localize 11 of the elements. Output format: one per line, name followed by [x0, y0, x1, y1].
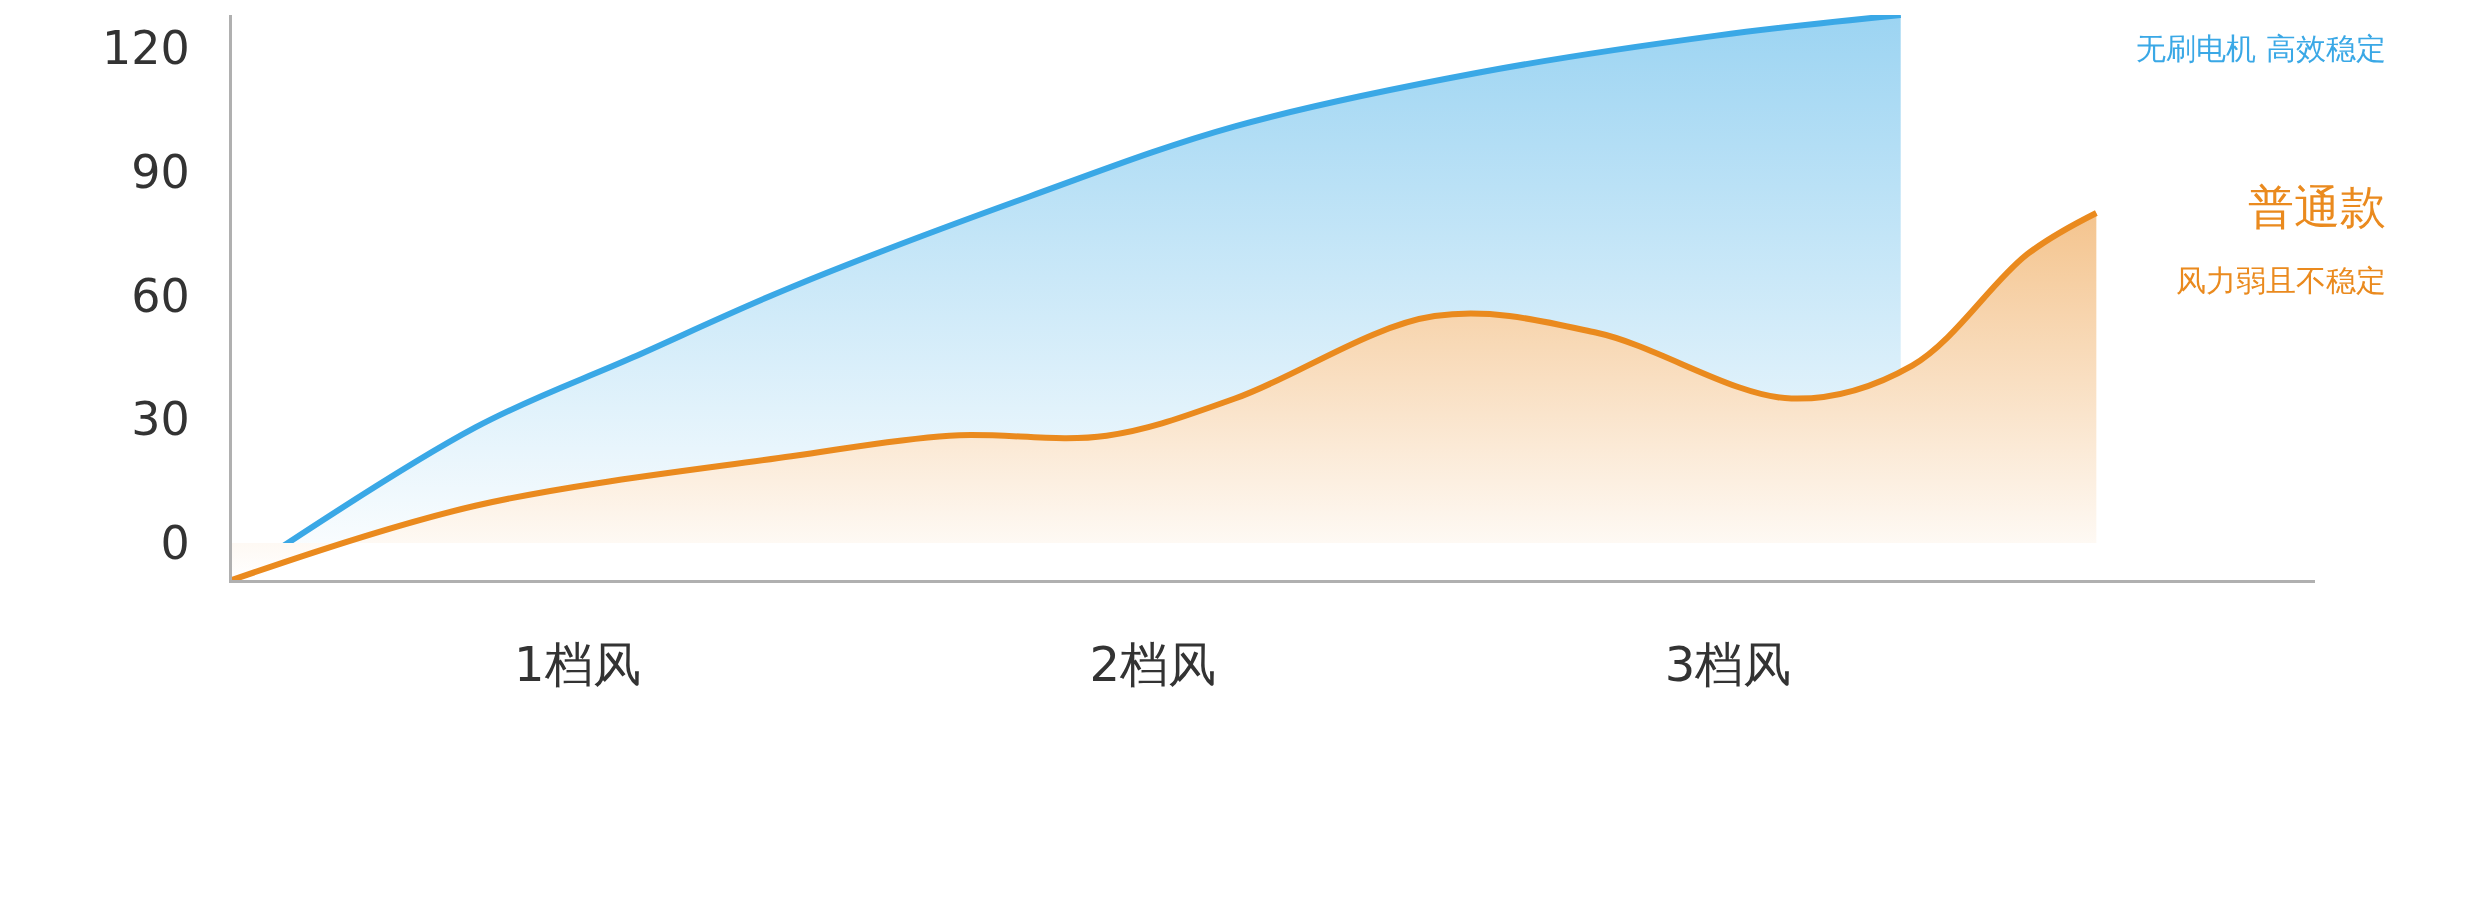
x-tick-label: 1档风 [513, 635, 641, 692]
annotation: 风力弱且不稳定 [2176, 263, 2386, 298]
annotation: 无刷电机 高效稳定 [2136, 31, 2386, 66]
text: 普通款 [2248, 180, 2386, 234]
y-tick-label: 60 [131, 268, 190, 323]
x-tick-label: 3档风 [1664, 635, 1792, 692]
y-tick-label: 90 [131, 144, 190, 199]
x-tick-label: 2档风 [1089, 635, 1216, 692]
y-tick-label: 0 [160, 515, 190, 570]
y-tick-label: 30 [131, 392, 190, 447]
y-tick-label: 120 [101, 21, 190, 76]
